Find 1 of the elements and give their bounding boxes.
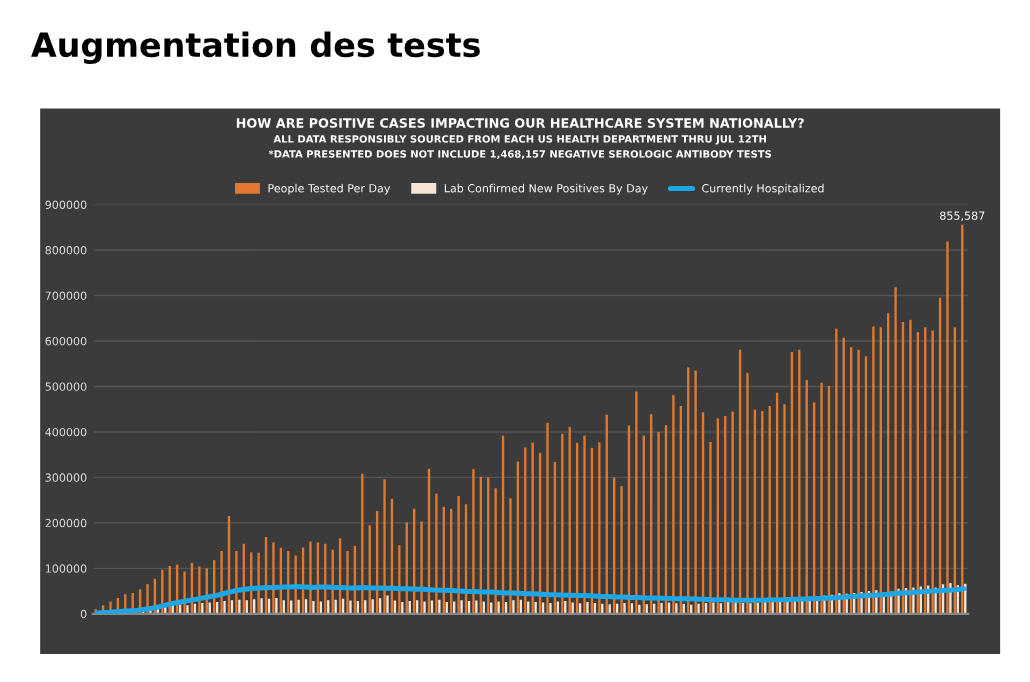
chart-title: Augmentation des tests (31, 31, 480, 64)
